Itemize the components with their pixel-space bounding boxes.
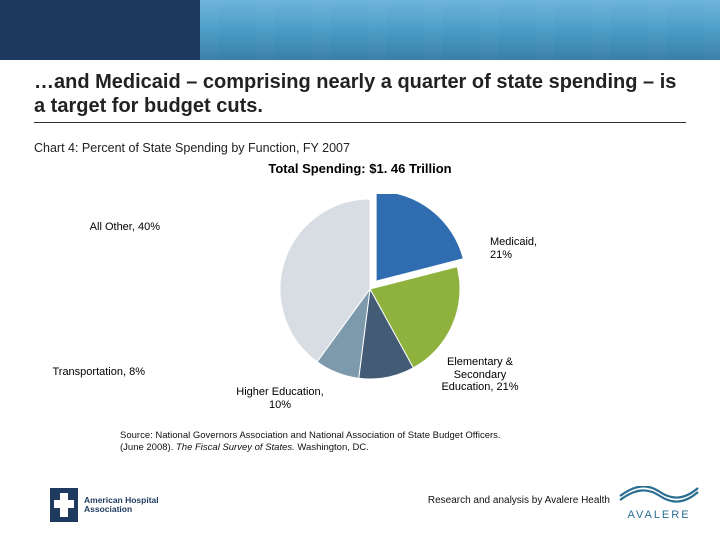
pie-slice-label: Elementary &SecondaryEducation, 21%	[441, 356, 518, 394]
aha-line2: Association	[84, 504, 132, 514]
source-line2a: (June 2008).	[120, 442, 176, 453]
pie-slice-label: Higher Education,10%	[236, 386, 323, 411]
avalere-wave-icon	[618, 486, 700, 504]
source-line1: Source: National Governors Association a…	[120, 430, 501, 441]
header-left-block	[0, 0, 200, 60]
source-line2b: The Fiscal Survey of States.	[176, 442, 297, 453]
pie-chart-area: Medicaid,21% Elementary &SecondaryEducati…	[0, 176, 720, 426]
pie-slice-label: Medicaid,21%	[490, 236, 537, 261]
header-band	[0, 0, 720, 60]
avalere-logo: AVALERE	[618, 486, 700, 524]
footer: American Hospital Association Research a…	[0, 478, 720, 528]
pie-slice-label: All Other, 40%	[90, 221, 160, 234]
aha-logo-text: American Hospital Association	[84, 496, 159, 514]
source-line2c: Washington, DC.	[297, 442, 368, 453]
aha-logo-icon	[50, 488, 78, 522]
pie-slice-label: Transportation, 8%	[52, 366, 145, 379]
avalere-name: AVALERE	[618, 509, 700, 521]
pie-chart	[275, 194, 465, 384]
source-citation: Source: National Governors Association a…	[120, 430, 640, 454]
header-right-block	[200, 0, 720, 60]
aha-logo: American Hospital Association	[50, 484, 170, 526]
chart-title: Total Spending: $1. 46 Trillion	[0, 161, 720, 176]
chart-caption: Chart 4: Percent of State Spending by Fu…	[34, 141, 686, 155]
page-title: …and Medicaid – comprising nearly a quar…	[34, 70, 686, 123]
credit-line: Research and analysis by Avalere Health	[428, 495, 610, 506]
